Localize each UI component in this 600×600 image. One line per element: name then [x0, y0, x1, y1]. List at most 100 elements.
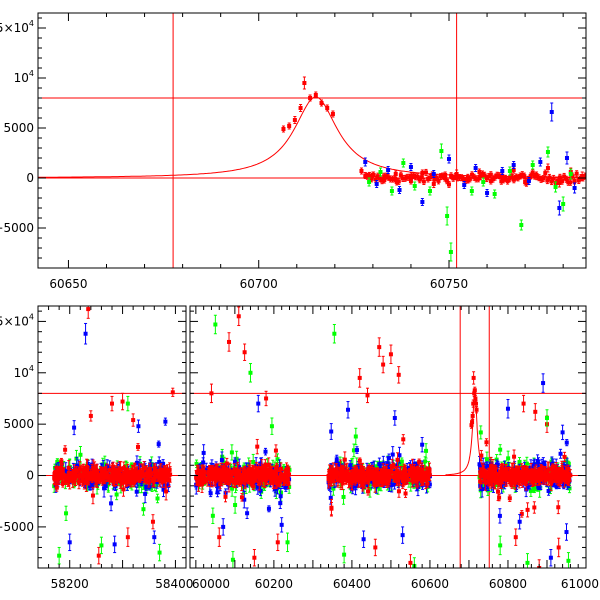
outlier-point-blue — [541, 373, 546, 393]
season-point-red — [497, 493, 502, 502]
data-point-green — [445, 206, 450, 226]
peak-point — [474, 406, 479, 414]
season-point-red — [427, 462, 432, 478]
data-point-blue — [564, 151, 569, 165]
baseline-point — [541, 175, 546, 183]
season-point-red — [90, 486, 95, 505]
data-point-red — [466, 176, 471, 184]
season-point-red — [398, 465, 403, 480]
data-point-green — [427, 186, 432, 196]
data-point-red — [431, 180, 436, 188]
season-point-red — [207, 464, 212, 472]
data-point-red — [330, 110, 335, 118]
bottom-ytick-label: 1.5×104 — [0, 312, 34, 328]
season-point-red — [123, 467, 128, 474]
season-point-red — [554, 473, 559, 483]
season-point-blue — [386, 453, 391, 463]
baseline-point — [470, 171, 475, 179]
season-point-red — [353, 472, 358, 484]
data-point-blue — [526, 177, 531, 185]
baseline-point — [547, 173, 552, 181]
data-point-red — [313, 91, 318, 99]
outlier-point-red — [120, 392, 125, 411]
baseline-point — [518, 172, 523, 180]
outlier-point-green — [525, 553, 530, 568]
season-point-red — [66, 474, 71, 484]
top-ytick-label: 1.5×104 — [0, 19, 34, 35]
peak-point — [471, 371, 476, 385]
data-point-red — [359, 167, 364, 175]
peak-point — [470, 411, 475, 421]
data-point-green — [401, 158, 406, 168]
season-point-blue — [242, 490, 247, 509]
season-point-red — [342, 451, 347, 468]
baseline-point — [438, 173, 443, 181]
data-point-green — [545, 146, 550, 158]
season-point-red — [105, 470, 110, 482]
data-point-red — [534, 171, 539, 179]
season-point-red — [531, 468, 536, 476]
data-point-green — [519, 219, 524, 231]
season-point-red — [340, 469, 345, 478]
outlier-point-blue — [136, 419, 141, 433]
data-point-blue — [511, 161, 516, 169]
data-point-blue — [557, 200, 562, 216]
outlier-point-blue — [420, 437, 425, 453]
outlier-point-blue — [256, 394, 261, 413]
bottom-subpanel-0 — [38, 306, 186, 565]
season-point-red — [247, 467, 252, 480]
bottom-ticks-1 — [190, 306, 587, 568]
season-point-red — [395, 452, 400, 468]
season-point-blue — [497, 508, 502, 524]
outlier-point-red — [521, 394, 526, 413]
season-point-red — [346, 473, 351, 489]
season-point-green — [341, 489, 346, 505]
season-point-red — [108, 474, 113, 483]
season-point-red — [133, 470, 138, 483]
season-point-red — [158, 472, 163, 482]
outlier-point-blue — [83, 322, 88, 345]
data-point-green — [492, 189, 497, 199]
season-point-green — [210, 507, 215, 525]
season-point-red — [402, 473, 407, 482]
bottom-ytick-label: 5000 — [3, 417, 34, 431]
season-point-red — [163, 470, 168, 479]
season-point-green — [155, 493, 160, 504]
season-point-red — [329, 498, 334, 517]
data-point-red — [308, 94, 313, 102]
season-point-red — [227, 474, 232, 493]
outlier-point-blue — [112, 535, 117, 554]
data-point-blue — [420, 198, 425, 206]
outlier-point-red — [242, 343, 247, 361]
season-point-blue — [329, 423, 334, 440]
season-point-red — [73, 467, 78, 486]
baseline-point — [568, 178, 573, 186]
top-xtick-label: 60750 — [430, 277, 468, 291]
bottom-xtick-label: 60200 — [255, 577, 293, 591]
outlier-point-red — [217, 527, 222, 547]
data-point-green — [389, 186, 394, 196]
season-point-red — [271, 472, 276, 481]
season-point-red — [150, 514, 155, 530]
season-point-red — [146, 476, 151, 488]
bottom-xtick-label: 60800 — [489, 577, 527, 591]
bottom-xtick-label: 58400 — [155, 577, 193, 591]
season-point-blue — [208, 489, 213, 498]
bottom-frame-0 — [37, 305, 187, 569]
outlier-point-red — [388, 344, 393, 365]
season-point-red — [210, 465, 215, 481]
outlier-point-red — [110, 395, 114, 412]
outlier-point-red — [236, 306, 241, 327]
outlier-point-blue — [346, 401, 351, 419]
outlier-point-red — [396, 366, 401, 384]
season-point-green — [78, 446, 83, 464]
season-point-red — [99, 471, 104, 479]
season-point-red — [76, 474, 81, 490]
outlier-point-green — [248, 363, 253, 383]
outlier-point-blue — [221, 518, 226, 536]
season-point-red — [364, 467, 369, 481]
series-blue — [363, 102, 577, 216]
outlier-point-green — [213, 314, 218, 335]
season-point-red — [57, 472, 62, 486]
